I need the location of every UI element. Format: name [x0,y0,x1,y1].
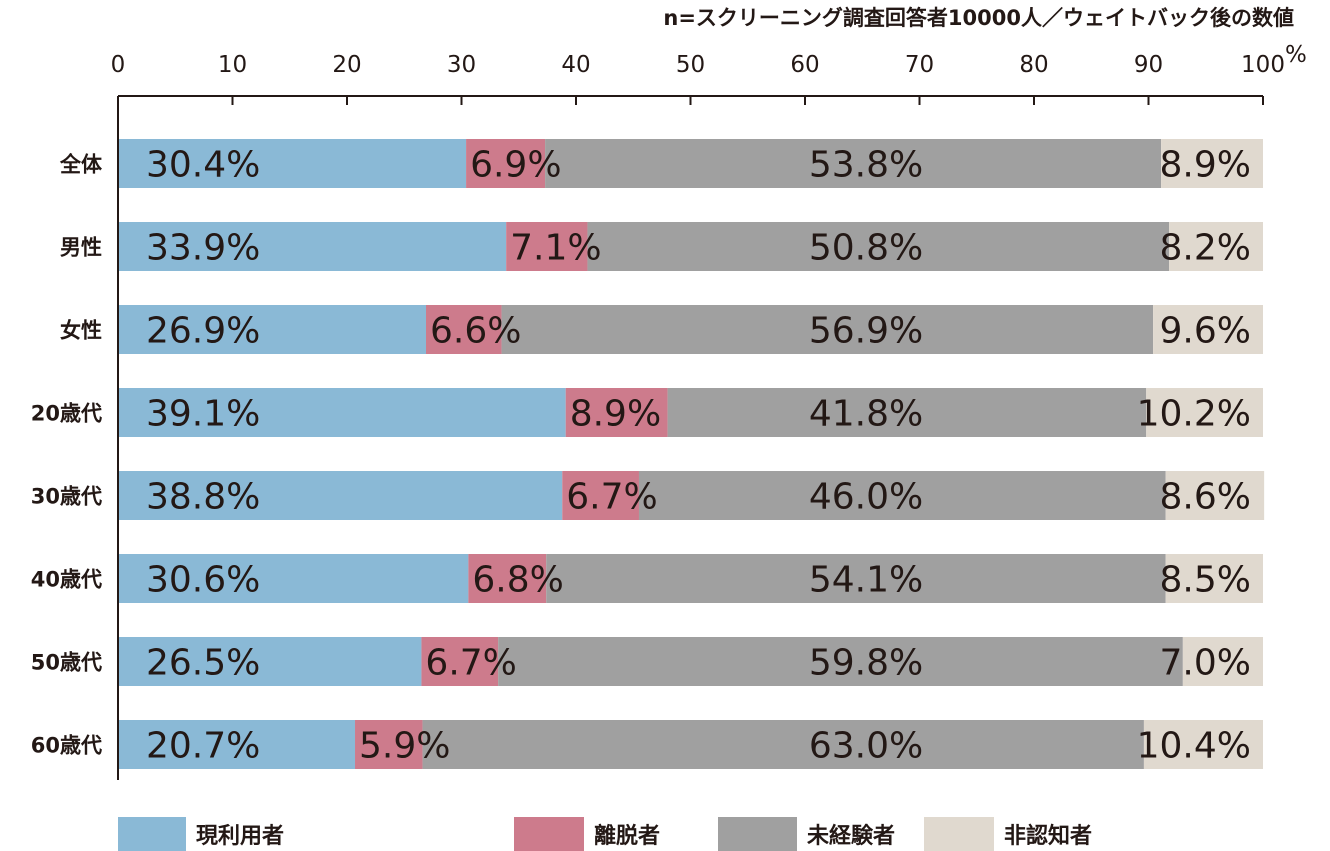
bar-segment [545,139,1162,188]
data-label: 46.0% [809,477,923,518]
bar-segment [118,637,422,686]
bar-segment [422,720,1144,769]
legend-label: 現利用者 [196,824,284,849]
bar-segment [118,554,469,603]
bar-segment [468,554,547,603]
bar-segment [546,554,1166,603]
x-tick-label: 10 [218,52,247,78]
bar-segment [1165,471,1265,520]
data-label: 63.0% [809,726,923,767]
data-label: 8.9% [570,394,661,435]
category-label: 男性 [60,236,102,260]
x-tick-label: 90 [1134,52,1163,78]
bar-segment [501,305,1154,354]
data-label: 5.9% [359,726,450,767]
data-label: 6.8% [472,560,563,601]
bar-segment [506,222,588,271]
data-label: 6.6% [430,311,521,352]
bar-segment [1146,388,1263,437]
data-label: 26.9% [146,311,260,352]
legend-swatch [514,817,584,851]
data-label: 53.8% [809,145,923,186]
x-tick-label: 70 [905,52,934,78]
data-label: 8.2% [1160,228,1251,269]
bar-segment [562,471,639,520]
data-label: 30.4% [146,145,260,186]
category-label: 60歳代 [31,734,102,758]
data-label: 26.5% [146,643,260,684]
data-label: 8.9% [1160,145,1251,186]
bar-segment [587,222,1170,271]
data-label: 6.7% [566,477,657,518]
bar-segment [1153,305,1263,354]
data-label: 50.8% [809,228,923,269]
bar-segment [667,388,1147,437]
x-tick-label: 100 [1241,52,1285,78]
data-label: 6.7% [425,643,516,684]
bar-segment [355,720,423,769]
data-label: 33.9% [146,228,260,269]
x-axis-unit: % [1285,42,1307,68]
legend-label: 非認知者 [1004,823,1092,849]
bar-segment [1169,222,1263,271]
bar-segment [118,720,356,769]
x-tick-label: 60 [790,52,819,78]
legend-swatch [118,817,186,851]
legend-label: 未経験者 [807,823,895,849]
data-label: 10.2% [1137,394,1251,435]
data-label: 8.6% [1160,477,1251,518]
category-label: 40歳代 [31,568,102,592]
data-label: 56.9% [809,311,923,352]
data-label: 59.8% [809,643,923,684]
bar-segment [118,139,467,188]
data-label: 41.8% [809,394,923,435]
data-label: 6.9% [470,145,561,186]
bar-segment [565,388,668,437]
bar-segment [118,388,566,437]
data-label: 39.1% [146,394,260,435]
data-label: 8.5% [1160,560,1251,601]
category-label: 全体 [59,153,103,177]
bar-segment [118,222,507,271]
bar-segment [466,139,546,188]
bar-segment [638,471,1166,520]
x-tick-label: 20 [332,52,361,78]
legend-label: 離脱者 [594,823,660,849]
x-tick-label: 40 [561,52,590,78]
data-label: 9.6% [1160,311,1251,352]
category-label: 女性 [60,319,102,343]
category-label: 50歳代 [31,651,102,675]
data-label: 7.0% [1160,643,1251,684]
sample-note: n=スクリーニング調査回答者10000人／ウェイトバック後の数値 [663,6,1294,30]
x-tick-label: 0 [111,52,126,78]
legend-swatch [718,817,797,851]
category-label: 30歳代 [31,485,102,509]
x-tick-label: 50 [676,52,705,78]
category-label: 20歳代 [31,402,102,426]
data-label: 54.1% [809,560,923,601]
bar-segment [1182,637,1263,686]
bar-segment [1165,554,1263,603]
bar-segment [498,637,1183,686]
bar-segment [1143,720,1263,769]
bar-segment [426,305,502,354]
bar-segment [1161,139,1263,188]
data-label: 30.6% [146,560,260,601]
legend-swatch [924,817,994,851]
data-label: 7.1% [510,228,601,269]
x-tick-label: 30 [447,52,476,78]
data-label: 38.8% [146,477,260,518]
bar-segment [118,305,427,354]
bar-segment [421,637,499,686]
data-label: 20.7% [146,726,260,767]
bar-segment [118,471,563,520]
data-label: 10.4% [1137,726,1251,767]
x-tick-label: 80 [1019,52,1048,78]
